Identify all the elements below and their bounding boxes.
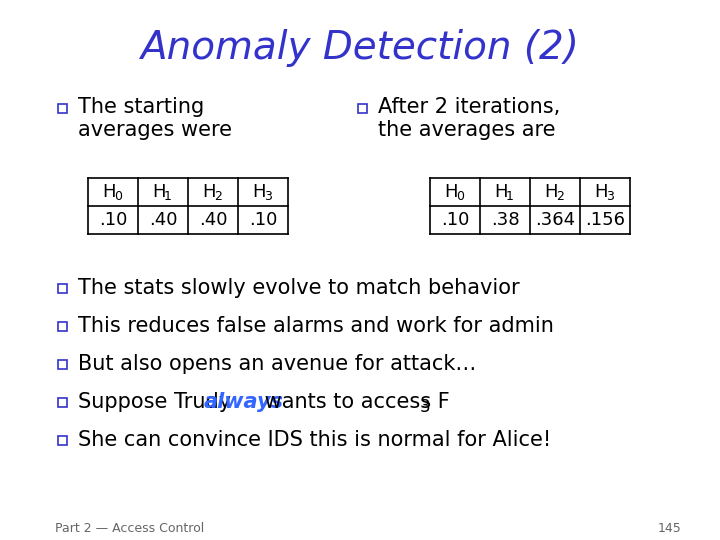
Text: 3: 3	[606, 191, 614, 204]
Text: 0: 0	[456, 191, 464, 204]
Text: 2: 2	[214, 191, 222, 204]
Bar	[58, 397, 67, 407]
Text: Anomaly Detection (2): Anomaly Detection (2)	[140, 29, 580, 67]
Text: H: H	[252, 183, 266, 201]
Text: H: H	[102, 183, 116, 201]
Text: She can convince IDS this is normal for Alice!: She can convince IDS this is normal for …	[78, 430, 552, 450]
Text: .40: .40	[199, 211, 228, 229]
Text: 1: 1	[506, 191, 514, 204]
Bar	[58, 321, 67, 330]
Text: After 2 iterations,: After 2 iterations,	[378, 97, 560, 117]
Bar	[58, 435, 67, 444]
Text: .10: .10	[99, 211, 127, 229]
Text: 2: 2	[556, 191, 564, 204]
Text: always: always	[204, 392, 284, 412]
Text: the averages are: the averages are	[378, 120, 556, 140]
Text: .10: .10	[441, 211, 469, 229]
Text: H: H	[152, 183, 166, 201]
Text: But also opens an avenue for attack…: But also opens an avenue for attack…	[78, 354, 476, 374]
Text: .156: .156	[585, 211, 625, 229]
Bar	[358, 104, 367, 112]
Bar	[58, 284, 67, 293]
Text: The starting: The starting	[78, 97, 204, 117]
Bar	[58, 104, 67, 112]
Text: H: H	[202, 183, 216, 201]
Text: .364: .364	[535, 211, 575, 229]
Text: This reduces false alarms and work for admin: This reduces false alarms and work for a…	[78, 316, 554, 336]
Text: H: H	[594, 183, 608, 201]
Text: 1: 1	[164, 191, 172, 204]
Text: H: H	[494, 183, 508, 201]
Text: H: H	[444, 183, 458, 201]
Bar	[58, 360, 67, 368]
Text: .38: .38	[491, 211, 519, 229]
Text: wants to access F: wants to access F	[258, 392, 450, 412]
Text: 3: 3	[264, 191, 272, 204]
Text: 3: 3	[420, 398, 431, 416]
Text: Suppose Trudy: Suppose Trudy	[78, 392, 238, 412]
Text: .40: .40	[149, 211, 177, 229]
Text: 145: 145	[658, 522, 682, 535]
Text: Part 2 — Access Control: Part 2 — Access Control	[55, 522, 204, 535]
Text: H: H	[544, 183, 558, 201]
Text: averages were: averages were	[78, 120, 232, 140]
Text: .10: .10	[249, 211, 277, 229]
Text: The stats slowly evolve to match behavior: The stats slowly evolve to match behavio…	[78, 278, 520, 298]
Text: 0: 0	[114, 191, 122, 204]
